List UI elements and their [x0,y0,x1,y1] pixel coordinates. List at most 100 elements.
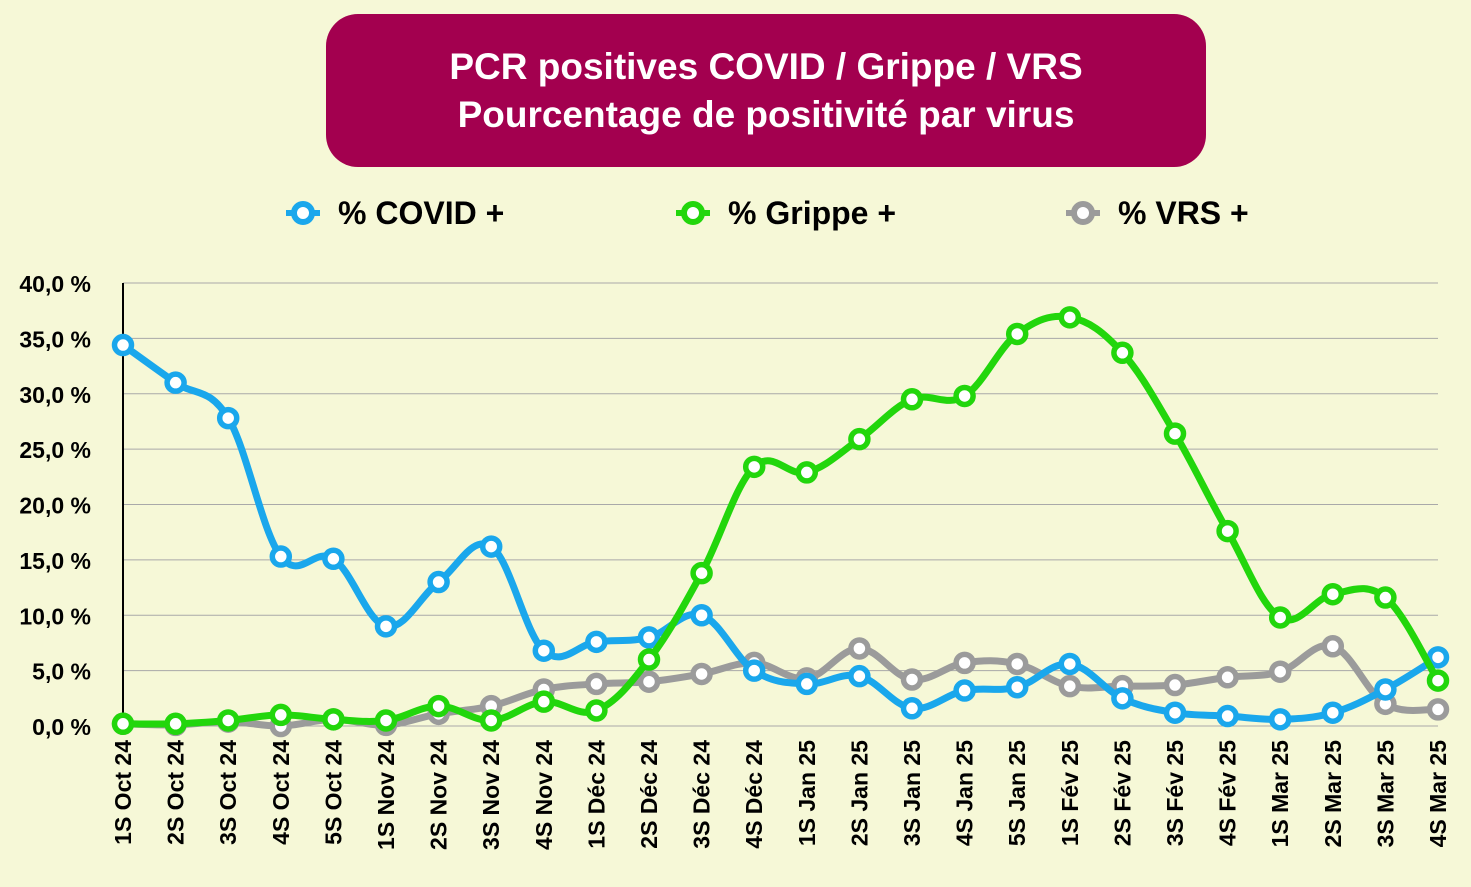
data-point-vrs [1268,660,1292,683]
data-point-covid [1268,708,1292,731]
data-point-covid [637,626,661,649]
data-point-covid [1216,704,1239,728]
legend-item-vrs[interactable]: % VRS + [1066,188,1249,238]
data-point-grippe [1058,306,1082,329]
legend-item-covid[interactable]: % COVID + [286,188,504,238]
data-point-grippe [374,709,398,732]
data-point-covid [269,545,293,568]
data-point-grippe [1321,582,1345,606]
x-tick-label: 3S Fév 25 [1162,740,1188,846]
data-point-vrs [848,637,871,660]
x-tick-label: 3S Mar 25 [1372,740,1398,848]
legend-marker-vrs-icon [1066,201,1100,225]
y-tick-label: 40,0 % [19,271,91,297]
data-point-covid [322,547,345,571]
data-point-vrs [690,662,713,686]
legend-dot [1071,201,1095,225]
legend-marker-grippe-icon [676,201,710,225]
data-point-covid [374,615,398,638]
data-point-grippe [427,694,450,718]
series-line-covid [119,341,1442,723]
data-point-grippe [532,690,556,713]
data-point-grippe [1268,606,1292,629]
data-point-covid [111,333,135,357]
legend-label-vrs: % VRS + [1118,194,1249,231]
x-tick-label: 5S Jan 25 [1004,740,1030,846]
data-point-covid [216,406,240,430]
x-tick-label: 1S Mar 25 [1267,740,1293,848]
x-tick-label: 3S Jan 25 [899,740,925,846]
data-point-grippe [1111,341,1134,365]
data-point-covid [1321,701,1345,724]
y-tick-label: 25,0 % [19,437,91,463]
x-tick-label: 3S Oct 24 [215,740,241,845]
data-point-vrs [1321,635,1345,658]
data-point-covid [1058,652,1082,676]
x-tick-label: 2S Nov 24 [426,740,452,850]
x-tick-label: 1S Jan 25 [794,740,820,846]
data-point-covid [1111,687,1134,710]
y-tick-label: 5,0 % [32,659,91,685]
x-tick-label: 4S Fév 25 [1215,740,1241,846]
x-tick-label: 5S Oct 24 [320,740,346,845]
x-tick-label: 3S Nov 24 [478,740,504,850]
data-point-grippe [585,699,608,722]
data-point-grippe [1426,669,1450,692]
y-tick-label: 0,0 % [32,714,91,740]
x-tick-label: 1S Déc 24 [583,740,609,849]
data-point-covid [1163,701,1187,724]
x-tick-label: 4S Nov 24 [531,740,557,850]
data-point-grippe [795,461,819,484]
y-tick-label: 15,0 % [19,548,91,574]
chart-subtitle: Pourcentage de positivité par virus [457,93,1075,135]
data-point-grippe [953,384,976,408]
data-point-grippe [1216,519,1239,543]
data-point-grippe [637,648,661,671]
y-tick-label: 30,0 % [19,382,91,408]
x-tick-label: 4S Oct 24 [268,740,294,845]
x-tick-label: 2S Déc 24 [636,740,662,849]
data-point-vrs [1005,652,1029,676]
data-point-covid [1426,646,1450,669]
y-tick-label: 35,0 % [19,326,91,352]
x-tick-label: 2S Jan 25 [846,740,872,846]
x-tick-label: 4S Mar 25 [1425,740,1451,848]
chart-title: PCR positives COVID / Grippe / VRS [449,45,1083,87]
data-point-covid [795,672,819,696]
data-point-grippe [111,712,135,736]
data-point-covid [953,679,976,702]
x-tick-label: 4S Déc 24 [741,740,767,849]
data-point-grippe [216,709,240,732]
data-point-covid [164,371,187,394]
data-point-covid [1005,675,1029,699]
data-point-grippe [479,709,503,732]
data-point-vrs [953,651,976,675]
legend-dot [681,201,705,225]
data-point-vrs [1163,673,1187,697]
data-point-grippe [900,388,924,411]
x-tick-label: 2S Mar 25 [1320,740,1346,848]
x-tick-label: 4S Jan 25 [952,740,978,846]
x-tick-label: 3S Déc 24 [689,740,715,849]
data-point-covid [690,604,713,627]
data-point-vrs [1216,666,1239,689]
data-point-covid [1374,678,1397,701]
data-point-vrs [1426,698,1450,721]
data-point-covid [900,697,924,720]
legend-item-grippe[interactable]: % Grippe + [676,188,896,238]
data-point-grippe [1005,322,1029,346]
legend-marker-covid-icon [286,201,320,225]
data-point-covid [742,659,766,682]
chart-title-box: PCR positives COVID / Grippe / VRS Pourc… [326,14,1206,167]
legend-label-grippe: % Grippe + [728,194,897,231]
data-point-grippe [1374,586,1397,609]
data-point-covid [585,630,608,654]
data-point-grippe [742,455,766,479]
data-point-vrs [585,672,608,696]
chart-legend: % COVID + % Grippe + % VRS + [0,188,1471,238]
data-point-vrs [637,670,661,693]
y-tick-label: 20,0 % [19,493,91,519]
x-tick-label: 2S Oct 24 [163,740,189,845]
legend-dot [291,201,315,225]
